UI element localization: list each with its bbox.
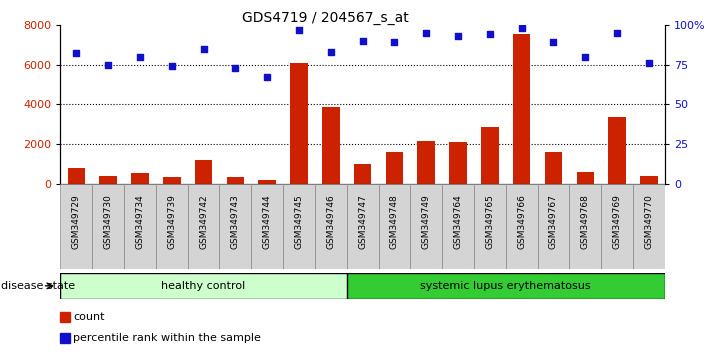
Text: GSM349767: GSM349767 <box>549 194 558 249</box>
Bar <box>322 107 340 184</box>
FancyBboxPatch shape <box>506 184 538 269</box>
Text: GSM349748: GSM349748 <box>390 194 399 249</box>
Text: GSM349770: GSM349770 <box>644 194 653 249</box>
FancyBboxPatch shape <box>347 184 378 269</box>
Point <box>484 32 496 37</box>
FancyBboxPatch shape <box>570 184 602 269</box>
Point <box>389 39 400 45</box>
Point <box>579 54 591 59</box>
Text: GSM349764: GSM349764 <box>454 194 463 249</box>
Text: GSM349730: GSM349730 <box>104 194 112 249</box>
Text: disease state: disease state <box>1 281 75 291</box>
Point <box>134 54 146 59</box>
Bar <box>481 127 498 184</box>
FancyBboxPatch shape <box>60 184 92 269</box>
Bar <box>354 164 371 184</box>
Bar <box>163 177 181 184</box>
Bar <box>258 180 276 184</box>
Bar <box>60 273 347 299</box>
Text: GDS4719 / 204567_s_at: GDS4719 / 204567_s_at <box>242 11 409 25</box>
FancyBboxPatch shape <box>156 184 188 269</box>
Text: GSM349747: GSM349747 <box>358 194 367 249</box>
Point <box>516 25 528 31</box>
Bar <box>385 152 403 184</box>
Point <box>102 62 114 67</box>
FancyBboxPatch shape <box>378 184 410 269</box>
FancyBboxPatch shape <box>315 184 347 269</box>
FancyBboxPatch shape <box>283 184 315 269</box>
FancyBboxPatch shape <box>220 184 251 269</box>
FancyBboxPatch shape <box>442 184 474 269</box>
Text: GSM349768: GSM349768 <box>581 194 589 249</box>
FancyBboxPatch shape <box>602 184 633 269</box>
Text: GSM349766: GSM349766 <box>517 194 526 249</box>
Bar <box>195 160 213 184</box>
Text: count: count <box>73 312 105 322</box>
Point <box>611 30 623 35</box>
Point <box>262 74 273 80</box>
Text: healthy control: healthy control <box>161 281 246 291</box>
Bar <box>513 34 530 184</box>
FancyBboxPatch shape <box>124 184 156 269</box>
FancyBboxPatch shape <box>251 184 283 269</box>
FancyBboxPatch shape <box>633 184 665 269</box>
Text: GSM349746: GSM349746 <box>326 194 336 249</box>
Text: GSM349765: GSM349765 <box>486 194 494 249</box>
Bar <box>640 176 658 184</box>
Bar <box>577 172 594 184</box>
FancyBboxPatch shape <box>538 184 570 269</box>
Bar <box>290 63 308 184</box>
Point <box>547 39 559 45</box>
FancyBboxPatch shape <box>92 184 124 269</box>
Text: GSM349729: GSM349729 <box>72 194 81 249</box>
Point <box>357 38 368 44</box>
Text: GSM349743: GSM349743 <box>231 194 240 249</box>
Point <box>166 63 178 69</box>
Text: GSM349749: GSM349749 <box>422 194 431 249</box>
Point <box>198 46 209 51</box>
Text: GSM349734: GSM349734 <box>136 194 144 249</box>
Bar <box>609 117 626 184</box>
Text: percentile rank within the sample: percentile rank within the sample <box>73 333 261 343</box>
Bar <box>545 152 562 184</box>
Point <box>70 51 82 56</box>
Bar <box>100 176 117 184</box>
Text: systemic lupus erythematosus: systemic lupus erythematosus <box>420 281 591 291</box>
Text: GSM349745: GSM349745 <box>294 194 304 249</box>
FancyBboxPatch shape <box>474 184 506 269</box>
Text: GSM349742: GSM349742 <box>199 194 208 249</box>
Point <box>420 30 432 35</box>
Point <box>643 60 655 66</box>
Point <box>325 49 336 55</box>
Bar <box>347 273 665 299</box>
Bar <box>132 173 149 184</box>
Text: GSM349739: GSM349739 <box>167 194 176 249</box>
Point <box>294 27 305 32</box>
Text: GSM349744: GSM349744 <box>262 194 272 249</box>
FancyBboxPatch shape <box>410 184 442 269</box>
Bar <box>417 141 435 184</box>
Point <box>452 33 464 39</box>
Point <box>230 65 241 70</box>
FancyBboxPatch shape <box>188 184 220 269</box>
Bar <box>227 177 244 184</box>
Bar <box>68 168 85 184</box>
Text: GSM349769: GSM349769 <box>613 194 621 249</box>
Bar <box>449 142 467 184</box>
